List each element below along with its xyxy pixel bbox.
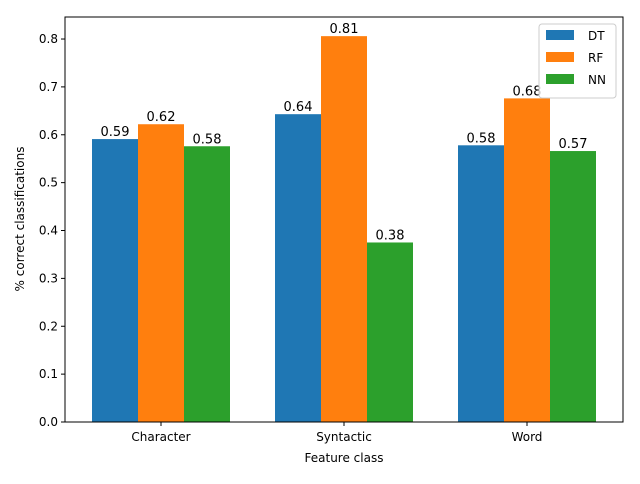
bar-nn-character [184,146,230,423]
y-tick-label: 0.0 [39,415,58,429]
legend-swatch-nn [546,74,574,84]
bar-value-label: 0.64 [284,100,313,115]
bar-value-label: 0.57 [559,137,588,152]
y-tick-label: 0.3 [39,271,58,285]
x-tick-label: Word [512,430,543,444]
y-tick-label: 0.5 [39,176,58,190]
x-tick-label: Syntactic [316,430,372,444]
x-axis-label: Feature class [305,451,384,465]
x-tick-label: Character [131,430,190,444]
legend: DT RF NN [538,23,617,99]
bar-rf-character [138,124,184,422]
legend-label-nn: NN [588,73,606,87]
bar-value-labels: 0.59 0.64 0.58 0.62 0.81 0.68 0.58 0.38 0.57 [101,22,588,243]
bar-value-label: 0.59 [101,125,130,140]
bar-value-label: 0.68 [513,84,542,99]
y-axis-label: % correct classifications [13,147,27,292]
bar-dt-syntactic [275,114,321,423]
y-tick-label: 0.4 [39,224,58,238]
bar-nn-syntactic [367,242,413,422]
y-tick-label: 0.8 [39,32,58,46]
y-tick-label: 0.7 [39,80,58,94]
bar-value-label: 0.62 [147,110,176,125]
x-axis: Character Syntactic Word [131,422,542,444]
y-tick-label: 0.1 [39,367,58,381]
bar-dt-character [92,139,138,422]
legend-label-dt: DT [588,29,605,43]
legend-label-rf: RF [588,51,603,65]
bar-rf-syntactic [321,36,367,423]
bar-value-label: 0.81 [330,22,359,37]
y-tick-label: 0.2 [39,319,58,333]
bar-dt-word [458,145,504,423]
bar-nn-word [550,151,596,423]
bar-value-label: 0.38 [376,228,405,243]
bar-value-label: 0.58 [193,132,222,147]
bar-rf-word [504,98,550,422]
legend-swatch-dt [546,30,574,40]
y-axis: 0.0 0.1 0.2 0.3 0.4 0.5 0.6 0.7 0.8 [39,32,65,429]
plot-bars [92,36,596,423]
y-tick-label: 0.6 [39,128,58,142]
bar-value-label: 0.58 [467,131,496,146]
legend-swatch-rf [546,52,574,62]
